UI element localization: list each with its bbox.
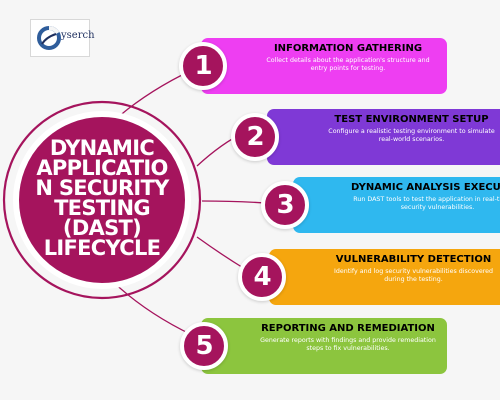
step-number: 1 bbox=[194, 51, 212, 81]
hub-title-line: LIFECYCLE bbox=[43, 236, 161, 260]
hub-title-line: N SECURITY bbox=[35, 176, 169, 200]
brand-logo-text: yserch bbox=[61, 30, 95, 41]
step-number-badge: 1 bbox=[179, 42, 227, 90]
hub-title-line: DYNAMIC bbox=[49, 136, 155, 160]
step-card: VULNERABILITY DETECTION Identify and log… bbox=[269, 249, 500, 305]
step-number: 2 bbox=[246, 122, 264, 152]
step-title: VULNERABILITY DETECTION bbox=[335, 254, 492, 265]
step-number-badge: 5 bbox=[180, 322, 228, 370]
step-test-environment-setup: TEST ENVIRONMENT SETUP Configure a reali… bbox=[231, 109, 500, 165]
step-description: Identify and log security vulnerabilitie… bbox=[333, 268, 494, 283]
step-card: INFORMATION GATHERING Collect details ab… bbox=[201, 38, 447, 94]
step-dynamic-analysis-execution: DYNAMIC ANALYSIS EXECUTION Run DAST tool… bbox=[261, 177, 500, 233]
step-number: 5 bbox=[195, 331, 213, 361]
step-vulnerability-detection: VULNERABILITY DETECTION Identify and log… bbox=[238, 249, 500, 305]
step-number-badge: 3 bbox=[261, 181, 309, 229]
step-card: DYNAMIC ANALYSIS EXECUTION Run DAST tool… bbox=[293, 177, 500, 233]
step-description: Generate reports with findings and provi… bbox=[260, 337, 436, 352]
step-description: Run DAST tools to test the application i… bbox=[353, 196, 500, 211]
step-title: TEST ENVIRONMENT SETUP bbox=[334, 114, 489, 125]
step-description: Configure a realistic testing environmen… bbox=[328, 128, 495, 143]
step-reporting-and-remediation: REPORTING AND REMEDIATION Generate repor… bbox=[177, 318, 447, 374]
step-card: REPORTING AND REMEDIATION Generate repor… bbox=[201, 318, 447, 374]
brand-logo: yserch bbox=[30, 19, 95, 57]
hub-title-line: TESTING bbox=[54, 196, 151, 220]
hub-circle bbox=[2, 100, 202, 300]
step-number-badge: 4 bbox=[238, 253, 286, 301]
step-card: TEST ENVIRONMENT SETUP Configure a reali… bbox=[267, 109, 500, 165]
lifecycle-hub: DYNAMIC APPLICATIO N SECURITY TESTING (D… bbox=[2, 100, 202, 300]
step-description: Collect details about the application's … bbox=[266, 57, 430, 72]
step-title: REPORTING AND REMEDIATION bbox=[261, 323, 435, 334]
step-number-badge: 2 bbox=[231, 113, 279, 161]
step-number: 3 bbox=[276, 190, 294, 220]
connector-line-4 bbox=[196, 236, 246, 270]
step-title: DYNAMIC ANALYSIS EXECUTION bbox=[351, 182, 500, 193]
hub-title-line: (DAST) bbox=[62, 216, 142, 240]
hub-title: DYNAMIC APPLICATIO N SECURITY TESTING (D… bbox=[24, 138, 180, 259]
step-title: INFORMATION GATHERING bbox=[273, 43, 423, 54]
circular-c-logo-icon bbox=[37, 25, 61, 50]
connector-line-3 bbox=[201, 200, 267, 204]
step-information-gathering: INFORMATION GATHERING Collect details ab… bbox=[177, 38, 447, 94]
hub-title-line: APPLICATIO bbox=[36, 156, 168, 180]
step-number: 4 bbox=[253, 262, 271, 292]
